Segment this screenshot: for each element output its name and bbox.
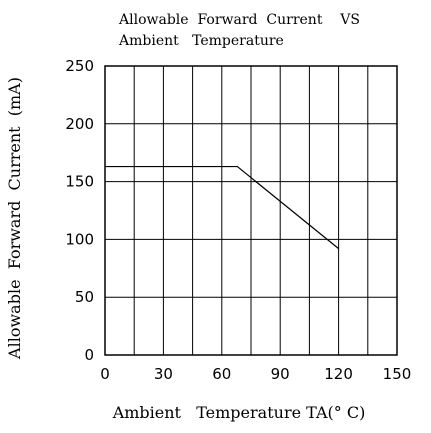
chart-title: Allowable Forward Current VS Ambient Tem… <box>118 12 360 49</box>
chart-title-line-2: Ambient Temperature <box>118 33 284 49</box>
x-tick-label: 0 <box>100 365 110 383</box>
x-tick-label: 30 <box>154 365 173 383</box>
y-tick-label: 50 <box>75 288 94 306</box>
chart-grid <box>105 66 397 355</box>
y-tick-label: 250 <box>65 57 94 75</box>
x-axis-label: Ambient Temperature TA(° C) <box>112 403 366 422</box>
x-tick-label: 90 <box>271 365 290 383</box>
x-tick-labels: 0 30 60 90 120 150 <box>100 365 411 383</box>
series-line <box>105 165 339 250</box>
x-tick-label: 60 <box>212 365 231 383</box>
x-tick-label: 150 <box>383 365 412 383</box>
x-tick-label: 120 <box>324 365 353 383</box>
y-axis-label: Allowable Forward Current (mA) <box>5 77 24 360</box>
plot-border <box>104 65 398 356</box>
plot-frame <box>104 65 398 356</box>
series-group <box>105 165 339 250</box>
y-tick-label: 200 <box>65 115 94 133</box>
y-tick-label: 100 <box>65 230 94 248</box>
y-tick-labels: 250 200 150 100 50 0 <box>65 57 94 364</box>
y-tick-label: 0 <box>84 346 94 364</box>
y-tick-label: 150 <box>65 173 94 191</box>
chart-title-line-1: Allowable Forward Current VS <box>118 12 360 28</box>
